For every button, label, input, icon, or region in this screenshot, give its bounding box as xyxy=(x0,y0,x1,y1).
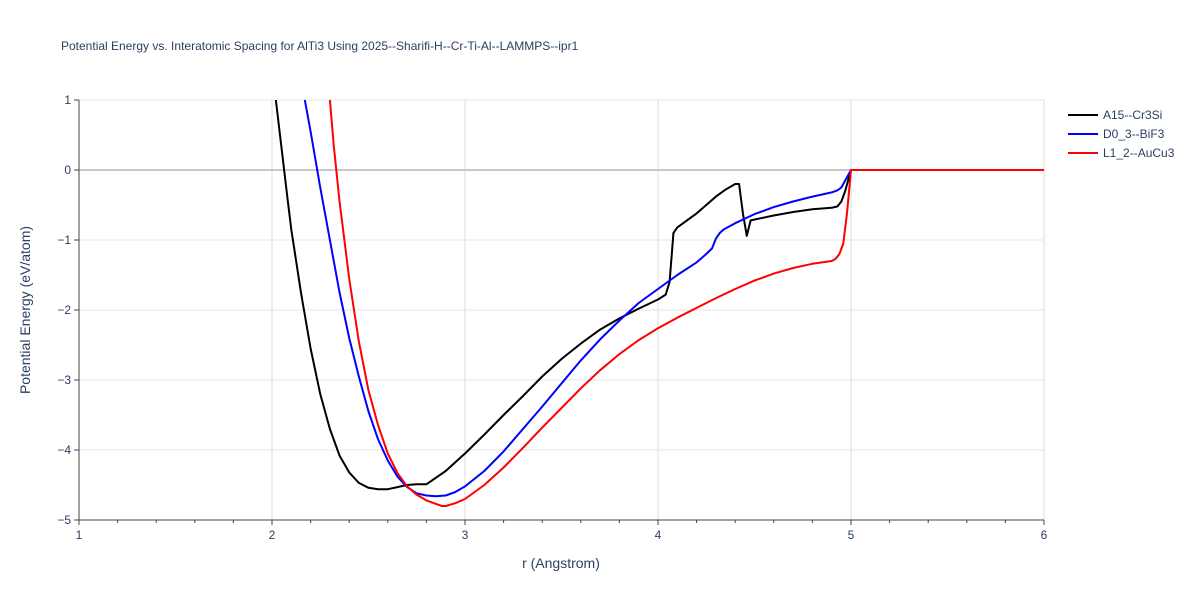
axis-layer: 1 2 3 4 5 6 −5 −4 −3 −2 −1 0 1 xyxy=(57,93,1047,542)
y-tick-label: 1 xyxy=(64,93,71,107)
legend-item-d0-3-bif3[interactable]: D0_3--BiF3 xyxy=(1068,127,1165,141)
y-tick-label: 0 xyxy=(64,163,71,177)
series-line-d0-3-bif3 xyxy=(303,100,1044,498)
legend-item-a15-cr3si[interactable]: A15--Cr3Si xyxy=(1068,108,1162,122)
y-tick-label: −4 xyxy=(57,443,71,457)
legend-label: A15--Cr3Si xyxy=(1103,108,1162,122)
x-tick-label: 3 xyxy=(462,528,469,542)
x-axis-title: r (Angstrom) xyxy=(522,555,600,571)
legend-label: D0_3--BiF3 xyxy=(1103,127,1165,141)
grid-layer xyxy=(79,99,1045,520)
chart-title: Potential Energy vs. Interatomic Spacing… xyxy=(61,39,579,53)
y-tick-label: −2 xyxy=(57,303,71,317)
plot-layer xyxy=(274,100,1044,507)
x-tick-label: 5 xyxy=(848,528,855,542)
x-tick-label: 1 xyxy=(76,528,83,542)
series-line-l1-2-aucu3 xyxy=(328,100,1044,507)
legend-label: L1_2--AuCu3 xyxy=(1103,146,1175,160)
y-axis-title: Potential Energy (eV/atom) xyxy=(17,226,33,394)
series-line-a15-cr3si xyxy=(274,100,1044,491)
y-tick-label: −1 xyxy=(57,233,71,247)
x-tick-label: 4 xyxy=(655,528,662,542)
legend-item-l1-2-aucu3[interactable]: L1_2--AuCu3 xyxy=(1068,146,1175,160)
y-tick-label: −5 xyxy=(57,513,71,527)
x-tick-label: 2 xyxy=(269,528,276,542)
legend[interactable]: A15--Cr3Si D0_3--BiF3 L1_2--AuCu3 xyxy=(1068,108,1175,160)
x-tick-label: 6 xyxy=(1041,528,1048,542)
y-tick-label: −3 xyxy=(57,373,71,387)
